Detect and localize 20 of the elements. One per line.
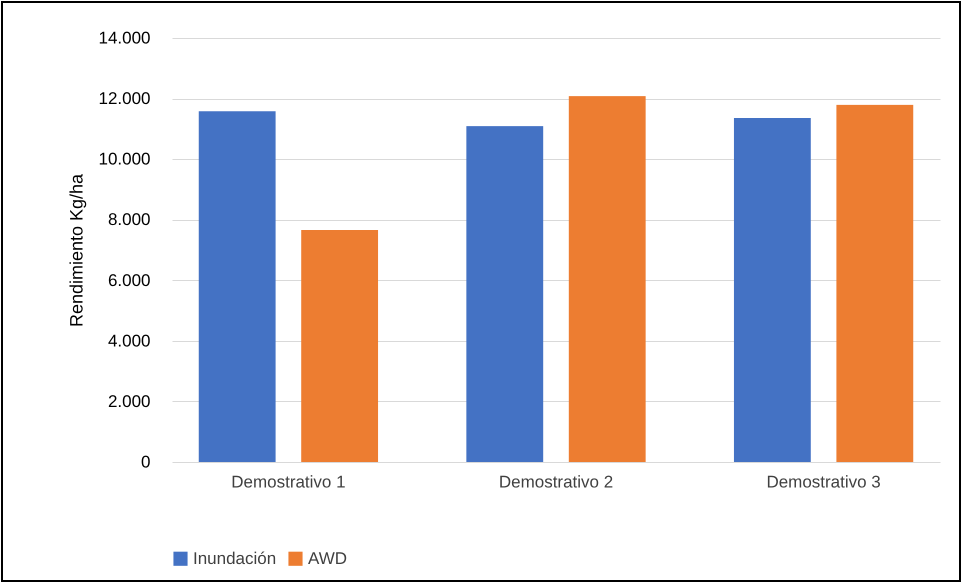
y-tick-label: 2.000 <box>108 392 150 411</box>
y-tick-label: 10.000 <box>98 150 150 169</box>
bar <box>301 230 378 462</box>
y-tick-label: 8.000 <box>108 210 150 230</box>
legend-label: AWD <box>308 548 348 568</box>
bar <box>836 104 914 462</box>
bar <box>568 96 646 462</box>
x-tick-label: Demostrativo 1 <box>231 472 346 492</box>
x-tick-label: Demostrativo 2 <box>498 472 614 492</box>
x-tick-label: Demostrativo 3 <box>766 472 881 492</box>
y-tick-label: 12.000 <box>98 89 150 108</box>
bar <box>198 111 276 462</box>
y-tick-label: 4.000 <box>108 331 150 350</box>
y-tick-label: 0 <box>141 452 150 472</box>
legend-label: Inundación <box>193 548 276 568</box>
bar <box>466 126 544 462</box>
bar <box>734 118 811 462</box>
y-axis-title: Rendimiento Kg/ha <box>66 172 87 328</box>
y-tick-label: 14.000 <box>98 28 150 48</box>
y-tick-label: 6.000 <box>108 270 150 290</box>
